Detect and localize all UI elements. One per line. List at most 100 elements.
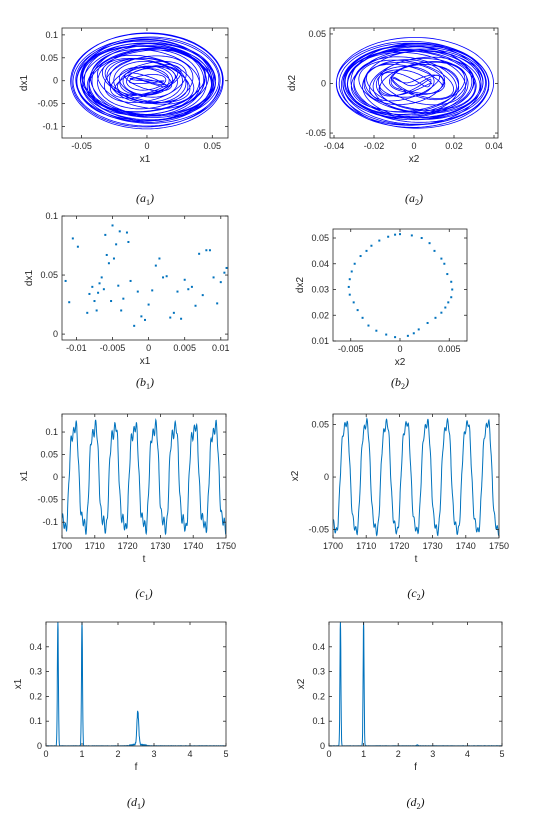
x-tick-label: -0.005	[100, 343, 126, 353]
scatter-point	[183, 278, 186, 281]
chart-a1: -0.05 0 0.05 -0.1 -0.05 0 0.05 0.1 x1 dx1 (a1)	[19, 27, 229, 207]
scatter-point	[365, 249, 368, 252]
scatter-point	[347, 285, 350, 288]
x-tick-label: 1	[361, 749, 366, 759]
scatter-point	[125, 231, 128, 234]
scatter-point	[162, 276, 165, 279]
panel-caption: (b2)	[391, 375, 409, 391]
spectrum-line-d2	[329, 622, 502, 746]
scatter-point	[440, 257, 443, 260]
y-tick-label: 0.04	[311, 259, 329, 269]
scatter-point	[219, 281, 222, 284]
x-tick-label: 0	[411, 141, 416, 151]
series-line-c1	[62, 417, 226, 536]
scatter-point	[165, 275, 168, 278]
x-tick-label: -0.01	[66, 343, 87, 353]
chart-c2: 1700 1710 1720 1730 1740 1750 -0.05 0 0.05 t x2 (c2…	[290, 413, 509, 602]
plot-area	[347, 233, 454, 339]
y-tick-label: -0.05	[305, 128, 326, 138]
plot-area	[333, 417, 499, 537]
y-axis-label: x2	[296, 678, 307, 689]
scatter-point	[172, 311, 175, 314]
scatter-point	[107, 262, 110, 265]
x-tick-label: 0	[326, 749, 331, 759]
scatter-point	[88, 292, 91, 295]
x-tick-label: 1710	[356, 541, 376, 551]
plot-area	[335, 37, 494, 129]
x-tick-label: 1740	[456, 541, 476, 551]
x-tick-label: 4	[187, 749, 192, 759]
x-axis-label: f	[135, 762, 138, 773]
scatter-point	[375, 329, 378, 332]
panel-caption: (d1)	[127, 795, 145, 811]
x-tick-label: 0.005	[173, 343, 196, 353]
y-tick-label: 0.4	[312, 642, 325, 652]
plot-area	[62, 417, 226, 536]
x-axis-label: x1	[140, 154, 151, 165]
plot-area	[329, 622, 502, 746]
axes-frame	[332, 228, 468, 342]
y-tick-label: 0.3	[312, 667, 325, 677]
axes-frame	[61, 215, 229, 341]
y-axis-label: x1	[13, 678, 24, 689]
scatter-point	[187, 288, 190, 291]
y-axis-label: dx2	[287, 75, 298, 92]
scatter-point	[111, 224, 114, 227]
x-tick-label: 1700	[323, 541, 343, 551]
scatter-point	[428, 242, 431, 245]
x-tick-label: -0.05	[71, 141, 92, 151]
x-tick-label: 0	[146, 343, 151, 353]
scatter-point	[420, 237, 423, 240]
scatter-point	[169, 316, 172, 319]
scatter-point	[348, 278, 351, 281]
chart-d1: 0 1 2 3 4 5 0 0.1 0.2 0.3 0.4 f x1 (d1)	[13, 621, 229, 811]
scatter-point	[122, 297, 125, 300]
scatter-point	[370, 244, 373, 247]
y-axis-label: dx1	[24, 270, 35, 287]
y-tick-label: 0	[53, 472, 58, 482]
scatter-point	[367, 324, 370, 327]
series-line-a1	[70, 32, 224, 130]
x-axis-label: t	[143, 554, 146, 565]
x-tick-label: -0.02	[364, 141, 385, 151]
scatter-point	[129, 279, 132, 282]
x-tick-label: -0.005	[338, 344, 364, 354]
y-tick-label: 0	[324, 472, 329, 482]
panel-caption: (c2)	[407, 586, 424, 602]
series-line-c2	[333, 417, 499, 537]
scatter-point	[97, 291, 100, 294]
y-tick-label: 0.05	[40, 450, 58, 460]
scatter-point	[356, 309, 359, 312]
scatter-point	[352, 301, 355, 304]
axes-frame	[328, 621, 503, 747]
x-tick-label: 1750	[216, 541, 236, 551]
scatter-point	[412, 332, 415, 335]
scatter-point	[120, 309, 123, 312]
scatter-point	[64, 279, 67, 282]
scatter-point	[385, 333, 388, 336]
scatter-point	[95, 309, 98, 312]
y-tick-label: -0.1	[42, 517, 58, 527]
panel-caption: (a2)	[405, 191, 423, 207]
x-tick-label: 5	[223, 749, 228, 759]
y-tick-label: -0.1	[42, 122, 58, 132]
chart-b1: -0.01 -0.005 0 0.005 0.01 0 0.05 0.1 x1 dx1 (b1)	[24, 211, 230, 391]
scatter-point	[451, 288, 454, 291]
scatter-point	[399, 233, 401, 236]
panel-caption: (b1)	[136, 375, 154, 391]
scatter-point	[406, 334, 409, 337]
plot-area	[70, 32, 224, 130]
y-tick-label: 0	[37, 741, 42, 751]
scatter-point	[446, 273, 449, 276]
x-axis-label: f	[414, 762, 417, 773]
scatter-point	[410, 234, 413, 237]
scatter-point	[176, 290, 179, 293]
y-tick-label: 0.1	[45, 30, 58, 40]
scatter-point	[115, 243, 118, 246]
scatter-point	[440, 311, 443, 314]
scatter-point	[110, 300, 113, 303]
scatter-point	[359, 255, 362, 258]
scatter-point	[216, 302, 219, 305]
scatter-point	[133, 324, 136, 327]
scatter-point	[71, 237, 74, 240]
